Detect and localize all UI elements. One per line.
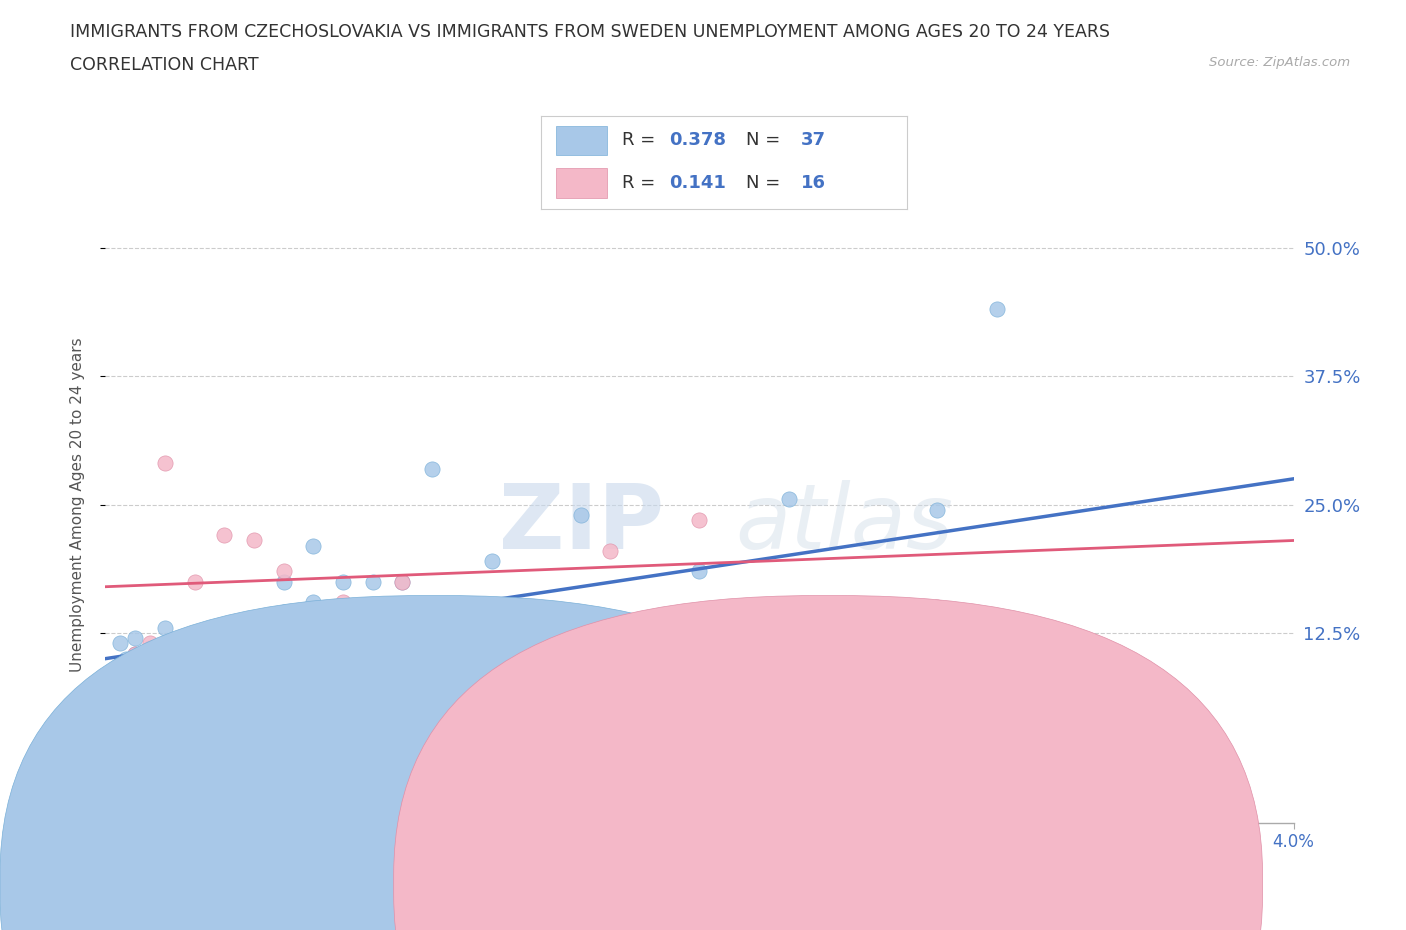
Point (115, 657, 138, 671)
Point (110, 661, 132, 676)
Point (139, 636, 162, 651)
Point (481, 553, 503, 568)
Text: CORRELATION CHART: CORRELATION CHART (70, 56, 259, 73)
Point (198, 651, 221, 666)
Point (778, 492, 800, 507)
Text: Immigrants from Czechoslovakia: Immigrants from Czechoslovakia (461, 879, 713, 894)
Text: atlas: atlas (735, 480, 953, 567)
Point (110, 657, 132, 671)
Point (153, 651, 176, 666)
Text: IMMIGRANTS FROM CZECHOSLOVAKIA VS IMMIGRANTS FROM SWEDEN UNEMPLOYMENT AMONG AGES: IMMIGRANTS FROM CZECHOSLOVAKIA VS IMMIGR… (70, 23, 1111, 41)
Point (124, 631, 146, 645)
Point (115, 651, 138, 666)
Text: Immigrants from Sweden: Immigrants from Sweden (855, 879, 1049, 894)
Point (361, 574, 384, 589)
Point (273, 564, 295, 578)
Y-axis label: Unemployment Among Ages 20 to 24 years: Unemployment Among Ages 20 to 24 years (70, 338, 84, 671)
Point (153, 620, 176, 635)
Point (124, 646, 146, 661)
Text: 0.141: 0.141 (669, 174, 725, 193)
Point (139, 657, 162, 671)
Text: N =: N = (747, 131, 786, 150)
Point (148, 661, 170, 676)
Point (243, 667, 266, 682)
Text: 16: 16 (801, 174, 825, 193)
Text: 0.378: 0.378 (669, 131, 727, 150)
Point (332, 574, 354, 589)
Point (243, 636, 266, 651)
Point (183, 574, 205, 589)
Point (214, 677, 236, 692)
Text: R =: R = (621, 131, 661, 150)
Point (124, 646, 146, 661)
Point (132, 651, 155, 666)
Point (599, 543, 621, 558)
Point (391, 574, 413, 589)
Text: R =: R = (621, 174, 661, 193)
Point (214, 646, 236, 661)
Point (124, 667, 146, 682)
Point (273, 605, 295, 620)
Point (183, 657, 205, 671)
Point (214, 528, 236, 543)
Bar (555, 168, 607, 198)
Point (391, 574, 413, 589)
Point (1074, 636, 1097, 651)
Text: ZIP: ZIP (499, 480, 664, 567)
Point (569, 508, 592, 523)
Bar (555, 126, 607, 155)
Text: 37: 37 (801, 131, 825, 150)
Point (110, 636, 132, 651)
Point (139, 641, 162, 656)
Point (332, 594, 354, 609)
Point (169, 657, 191, 671)
Point (183, 671, 205, 686)
Point (1164, 698, 1187, 712)
Point (689, 564, 711, 578)
Point (481, 605, 503, 620)
Point (927, 502, 949, 517)
Point (927, 600, 949, 615)
Text: N =: N = (747, 174, 786, 193)
Point (420, 461, 443, 476)
Text: Source: ZipAtlas.com: Source: ZipAtlas.com (1209, 56, 1350, 69)
Point (302, 594, 325, 609)
Point (689, 512, 711, 527)
Point (153, 636, 176, 651)
Point (183, 636, 205, 651)
Point (986, 302, 1008, 317)
Point (153, 456, 176, 471)
Point (302, 538, 325, 553)
Point (243, 533, 266, 548)
Point (273, 574, 295, 589)
